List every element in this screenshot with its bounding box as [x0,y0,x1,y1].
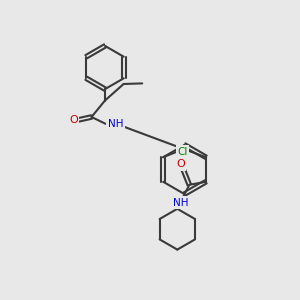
Text: NH: NH [172,198,188,208]
Text: O: O [176,159,185,170]
Text: O: O [69,115,78,125]
Text: NH: NH [108,118,123,129]
Text: Cl: Cl [177,147,187,157]
